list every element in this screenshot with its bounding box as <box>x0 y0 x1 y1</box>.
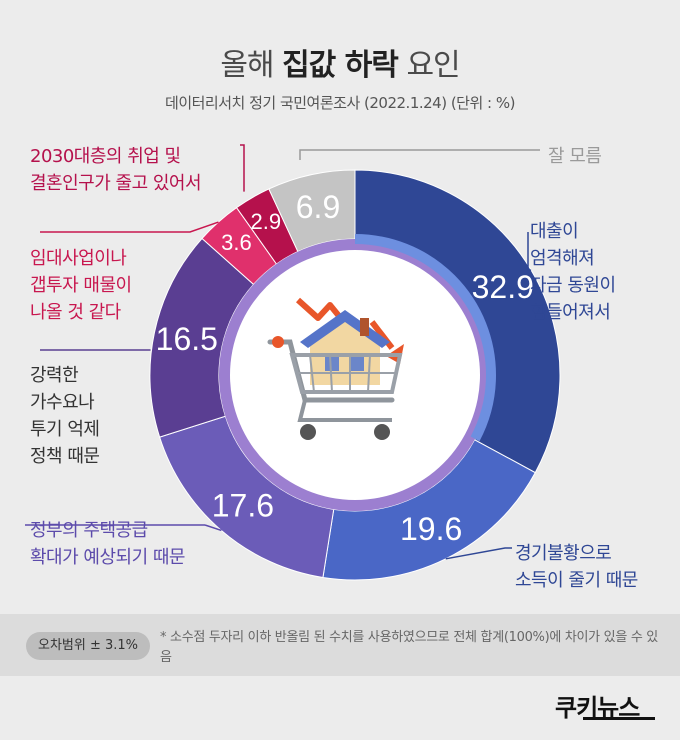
inner-ring-blue <box>214 234 496 516</box>
error-margin-badge: 오차범위 ± 3.1% <box>26 632 151 660</box>
leader-loan <box>527 232 532 271</box>
label-rental: 임대사업이나 갭투자 매물이 나올 것 같다 <box>30 245 132 326</box>
label-recession: 경기불황으로 소득이 줄기 때문 <box>515 540 638 594</box>
value-label-0: 32.9 <box>472 269 534 305</box>
label-unknown: 잘 모름 <box>548 143 602 170</box>
label-youth-line: 2030대층의 취업 및 <box>30 146 181 167</box>
logo-underline <box>583 717 655 720</box>
leader-unknown <box>299 149 540 160</box>
label-loan: 대출이 엄격해져 자금 동원이 힘들어져서 <box>530 218 616 326</box>
label-speculation: 강력한 가수요나 투기 억제 정책 때문 <box>30 362 100 470</box>
label-unknown-line: 잘 모름 <box>548 146 602 167</box>
value-labels: 32.9 19.6 17.6 16.5 3.62.9 6.9 <box>156 189 534 547</box>
value-label-4: 3.6 <box>221 230 252 255</box>
chart-title: 올해 집값 하락 요인 <box>0 40 680 84</box>
label-youth-line: 결혼인구가 줄고 있어서 <box>30 173 202 194</box>
leader-recession <box>445 547 512 560</box>
label-speculation-line: 투기 억제 <box>30 419 100 440</box>
label-supply: 정부의 주택공급 확대가 예상되기 때문 <box>30 517 185 571</box>
leader-rental <box>40 221 219 233</box>
title-part-3: 요인 <box>397 48 460 83</box>
leader-youth <box>240 144 245 192</box>
leader-lines <box>25 144 540 560</box>
leader-supply <box>204 524 222 532</box>
value-label-1: 19.6 <box>400 511 462 547</box>
label-rental-line: 나올 것 같다 <box>30 302 121 323</box>
chart-subtitle: 데이터리서치 정기 국민여론조사 (2022.1.24) (단위 : %) <box>165 94 515 112</box>
label-supply-line: 확대가 예상되기 때문 <box>30 547 185 568</box>
value-label-6: 6.9 <box>296 189 340 225</box>
label-rental-line: 임대사업이나 <box>30 248 127 269</box>
label-youth: 2030대층의 취업 및 결혼인구가 줄고 있어서 <box>30 143 202 197</box>
label-speculation-line: 가수요나 <box>30 392 95 413</box>
label-recession-line: 소득이 줄기 때문 <box>515 570 638 591</box>
title-emphasis: 집값 하락 <box>282 48 399 83</box>
value-label-3: 16.5 <box>156 321 218 357</box>
label-loan-line: 자금 동원이 <box>530 275 616 296</box>
title-part-1: 올해 <box>220 48 283 83</box>
value-label-2: 17.6 <box>212 487 274 523</box>
label-recession-line: 경기불황으로 <box>515 543 612 564</box>
label-supply-line: 정부의 주택공급 <box>30 520 148 541</box>
label-loan-line: 대출이 <box>530 221 579 242</box>
footnote: * 소수점 두자리 이하 반올림 된 수치를 사용하였으므로 전체 합계(100… <box>160 630 658 665</box>
cart-house-icon <box>267 297 404 440</box>
label-rental-line: 갭투자 매물이 <box>30 275 132 296</box>
label-loan-line: 힘들어져서 <box>530 302 611 323</box>
label-loan-line: 엄격해져 <box>530 248 595 269</box>
label-speculation-line: 강력한 <box>30 365 79 386</box>
value-label-5: 2.9 <box>251 209 282 234</box>
label-speculation-line: 정책 때문 <box>30 446 100 467</box>
